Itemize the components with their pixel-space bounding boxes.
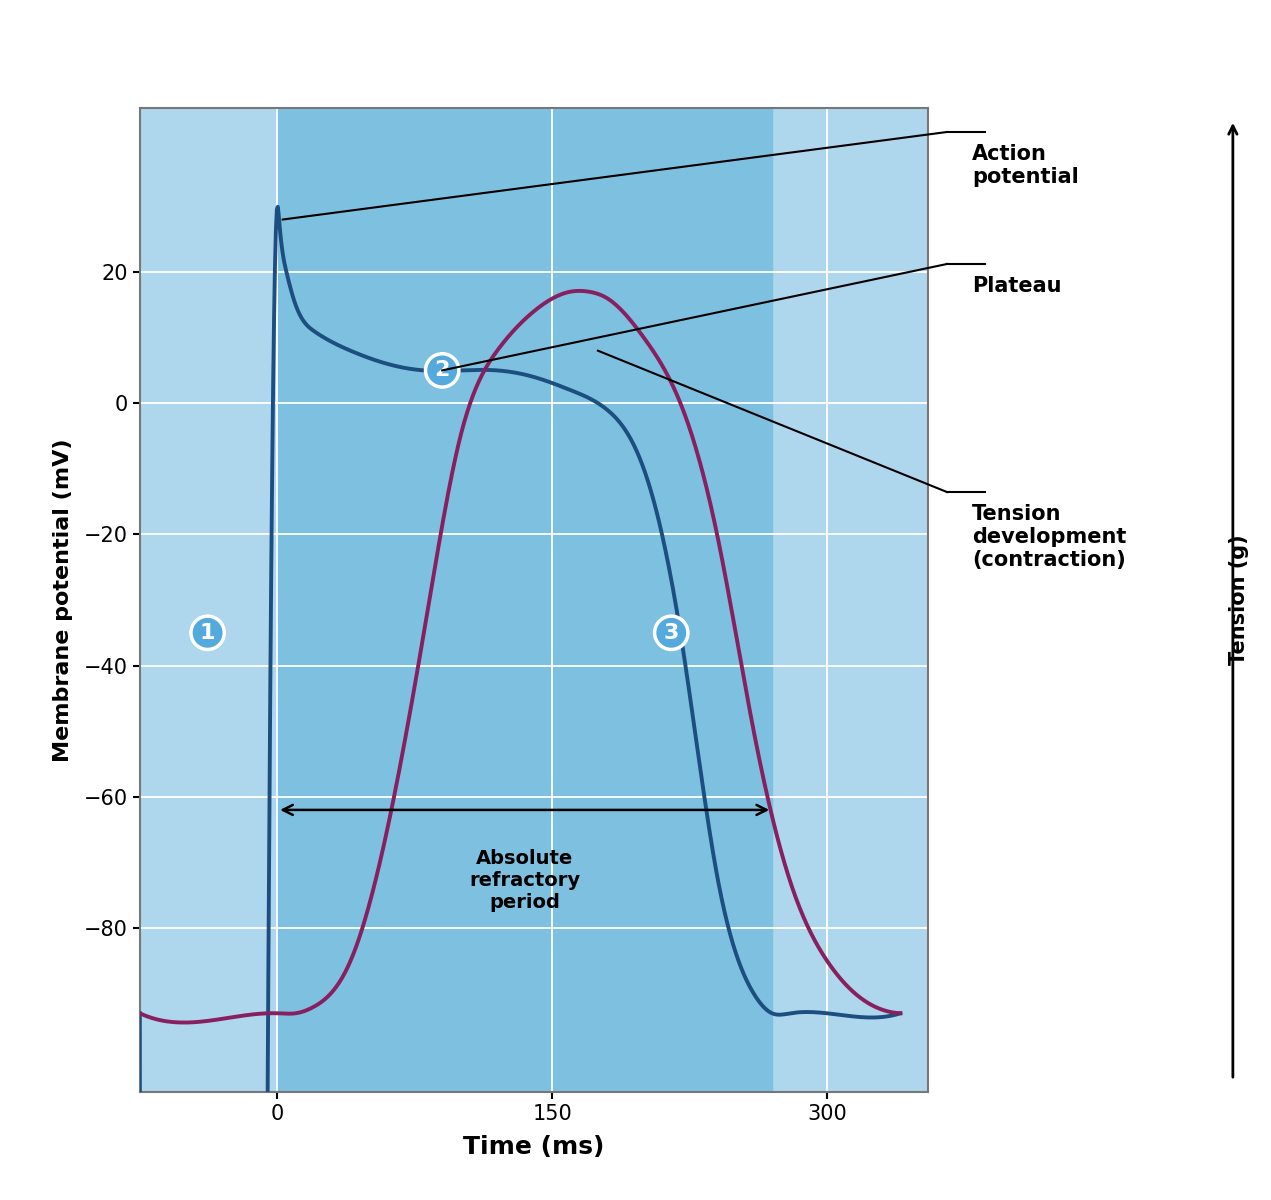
Text: Tension
development
(contraction): Tension development (contraction): [972, 504, 1126, 570]
Text: Absolute
refractory
period: Absolute refractory period: [469, 850, 581, 912]
Text: Tension (g): Tension (g): [1229, 535, 1249, 665]
X-axis label: Time (ms): Time (ms): [463, 1135, 605, 1159]
Text: 3: 3: [663, 623, 679, 643]
Text: 2: 2: [435, 360, 450, 380]
Text: Action
potential: Action potential: [972, 144, 1079, 187]
Bar: [277, 76, 771, 1124]
Text: 1: 1: [200, 623, 215, 643]
Text: Plateau: Plateau: [972, 276, 1061, 296]
Y-axis label: Membrane potential (mV): Membrane potential (mV): [53, 438, 72, 762]
